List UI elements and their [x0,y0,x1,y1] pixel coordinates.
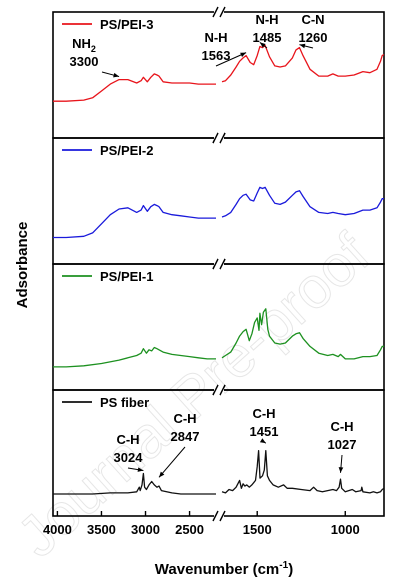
annotation-label: C-H [173,411,196,426]
annotation-arrowhead [299,43,306,49]
series-line-ps-fiber [53,472,216,495]
x-tick-label: 1000 [331,522,360,537]
peak-annotation: C-H 1451 [250,406,279,444]
annotation-wavenumber: 2847 [171,429,200,444]
peak-annotation: N-H 1563 [202,30,247,67]
annotation-arrowhead [240,52,247,57]
axis-break [212,132,226,270]
series-line-ps-pei-2 [221,186,384,218]
watermark: Journal Pre-proof [5,221,382,570]
series-line-ps-pei-2 [53,203,216,239]
annotation-label: N-H [255,12,278,27]
x-axis-label: Wavenumber (cm-1) [155,560,293,578]
annotation-arrowhead [259,42,266,48]
series-line-ps-fiber [221,450,385,494]
annotation-label: NH2 [72,36,96,54]
axis-break [212,384,226,522]
series-line-ps-pei-3 [221,44,385,83]
annotation-arrowhead [113,72,120,78]
series-line-ps-pei-1 [53,346,216,368]
x-tick-label: 3000 [131,522,160,537]
legend-label: PS/PEI-3 [100,17,153,32]
x-tick-label: 1500 [243,522,272,537]
annotation-wavenumber: 1563 [202,48,231,63]
annotation-label: C-N [301,12,324,27]
annotation-wavenumber: 1260 [299,30,328,45]
peak-annotation: C-H 1027 [328,419,357,473]
annotation-arrowhead [259,438,266,444]
annotation-arrowhead [338,467,344,473]
annotation-arrow [158,446,186,478]
annotation-label: C-H [116,432,139,447]
peak-annotation: N-H 1485 [253,12,282,49]
annotation-label: N-H [204,30,227,45]
peak-annotation: C-H 3024 [114,432,144,472]
annotation-wavenumber: 1485 [253,30,282,45]
annotation-wavenumber: 3300 [70,54,99,69]
series-line-ps-pei-1 [221,308,384,360]
x-tick-label: 2500 [175,522,204,537]
annotation-wavenumber: 1027 [328,437,357,452]
annotation-arrowhead [137,467,144,472]
x-axis-label-close: ) [288,561,293,578]
annotation-label: C-H [252,406,275,421]
annotation-wavenumber: 1451 [250,424,279,439]
x-axis: 4000 3500 3000 2500 1500 1000 [43,511,360,537]
x-axis-label-main: Wavenumber (cm [155,561,279,578]
y-axis-label: Adsorbance [14,222,31,309]
annotation-label: C-H [330,419,353,434]
x-tick-label: 4000 [43,522,72,537]
legend-label: PS/PEI-1 [100,269,153,284]
series-line-ps-pei-3 [53,73,216,102]
legend-label: PS/PEI-2 [100,143,153,158]
legend-label: PS fiber [100,395,149,410]
x-axis-label-sup: -1 [279,560,288,571]
panels: PS/PEI-3PS/PEI-2PS/PEI-1PS fiberNH23300N… [52,6,385,522]
peak-annotation: C-N 1260 [299,12,328,49]
x-tick-label: 3500 [87,522,116,537]
peak-annotation: C-H 2847 [158,411,200,478]
axis-break [212,6,226,144]
annotation-arrowhead [158,471,165,478]
annotation-wavenumber: 3024 [114,450,144,465]
